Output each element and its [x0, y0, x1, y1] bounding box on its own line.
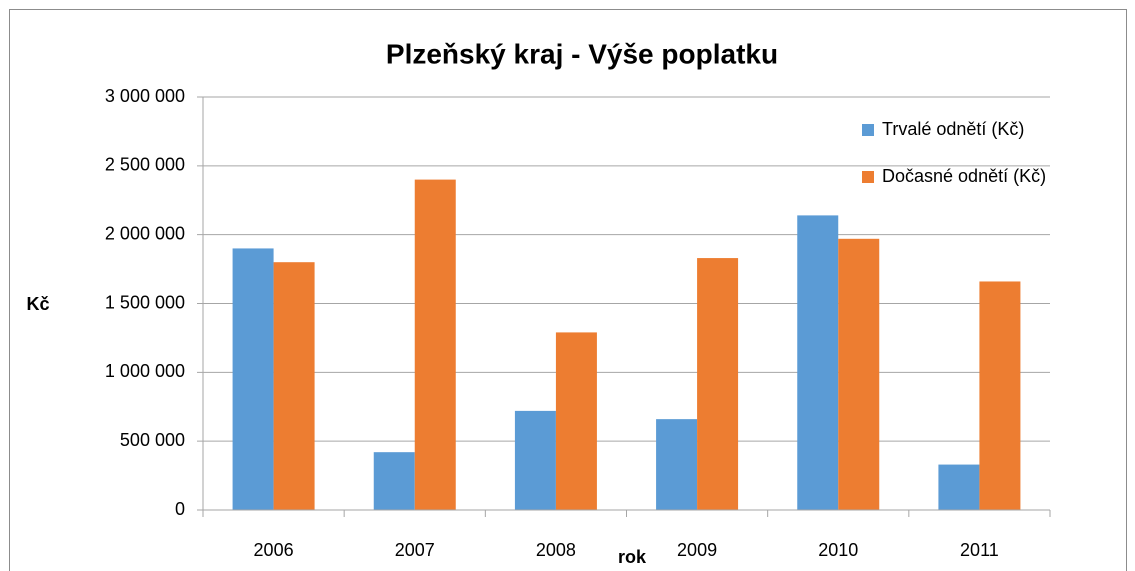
legend-label: Trvalé odnětí (Kč): [882, 119, 1024, 139]
x-tick-label: 2011: [960, 540, 999, 560]
y-tick-label: 0: [175, 499, 185, 519]
bar: [373, 452, 415, 510]
x-tick-label: 2006: [254, 540, 294, 560]
x-axis-label: rok: [618, 547, 647, 567]
bar: [797, 215, 839, 511]
y-tick-label: 2 000 000: [105, 223, 185, 243]
x-tick-label: 2008: [536, 540, 576, 560]
y-tick-label: 2 500 000: [105, 155, 185, 175]
bar: [514, 410, 556, 510]
chart-title: Plzeňský kraj - Výše poplatku: [386, 38, 778, 69]
bar: [979, 281, 1021, 510]
bar: [838, 238, 880, 510]
y-tick-label: 500 000: [120, 430, 185, 450]
y-tick-label: 3 000 000: [105, 86, 185, 106]
legend-swatch: [862, 171, 874, 183]
x-tick-label: 2010: [818, 540, 858, 560]
bar: [697, 258, 739, 510]
bar: [938, 464, 980, 510]
bar: [414, 179, 456, 510]
y-axis-label: Kč: [26, 294, 49, 314]
y-tick-label: 1 000 000: [105, 361, 185, 381]
bar: [656, 419, 698, 510]
x-tick-label: 2009: [677, 540, 717, 560]
y-tick-label: 1 500 000: [105, 292, 185, 312]
x-tick-label: 2007: [395, 540, 435, 560]
bar: [232, 248, 274, 510]
legend-label: Dočasné odnětí (Kč): [882, 166, 1046, 186]
legend-swatch: [862, 124, 874, 136]
bar: [273, 262, 315, 510]
bar: [555, 332, 597, 510]
